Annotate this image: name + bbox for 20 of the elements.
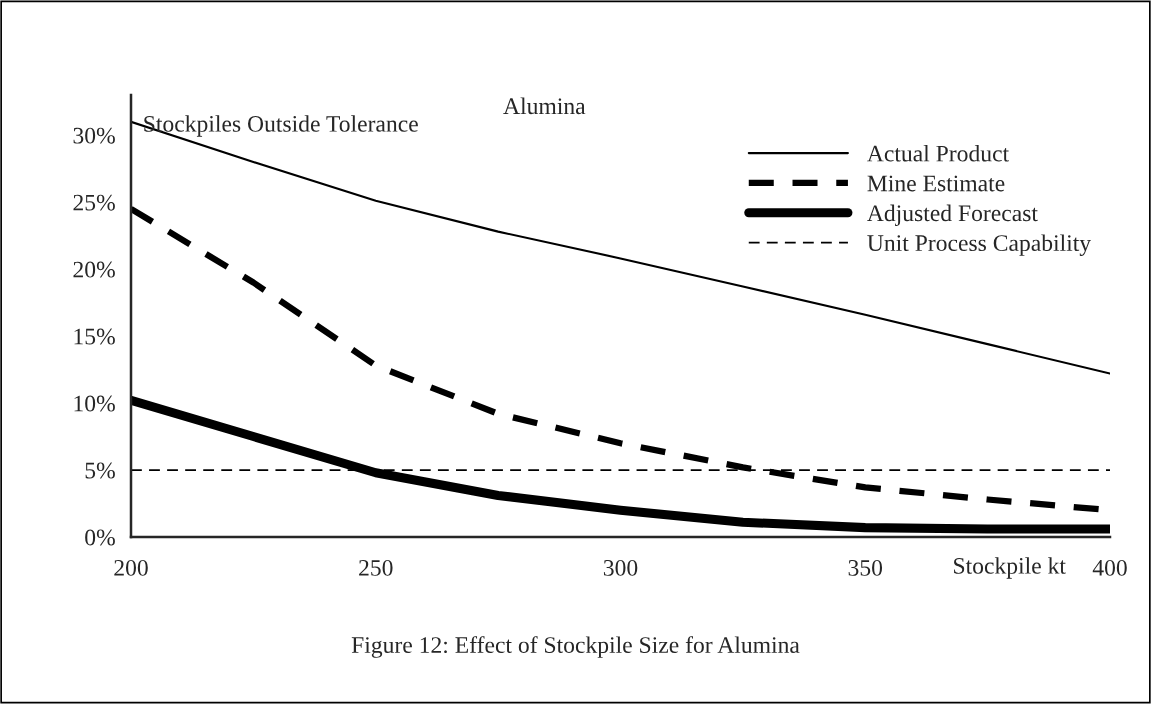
y-tick-label: 0% (85, 529, 115, 546)
x-tick-label: 350 (848, 559, 883, 576)
x-tick-label: 200 (114, 559, 148, 576)
caption: Figure 12: Effect of Stockpile Size for Alumina (351, 636, 800, 658)
y-tick-label: 25% (73, 194, 115, 211)
y-tick-label: 15% (74, 328, 115, 345)
x-axis-title: Stockpile kt (954, 557, 1066, 579)
x-tick-label: 250 (359, 559, 393, 576)
y-tick-label: 5% (85, 462, 115, 479)
x-tick-label: 400 (1092, 559, 1127, 576)
y-tick-label: 10% (74, 395, 115, 412)
x-tick-label: 300 (603, 559, 638, 576)
legend-label: Actual Product (867, 144, 1009, 162)
y-tick-label: 30% (73, 127, 115, 144)
y-axis-title: Stockpiles Outside Tolerance (144, 115, 418, 137)
legend-label: Adjusted Forecast (867, 204, 1038, 227)
y-tick-label: 20% (73, 261, 115, 278)
legend-label: Unit Process Capability (867, 234, 1092, 256)
legend-label: Mine Estimate (867, 175, 1005, 192)
chart-title: Alumina (503, 97, 586, 115)
